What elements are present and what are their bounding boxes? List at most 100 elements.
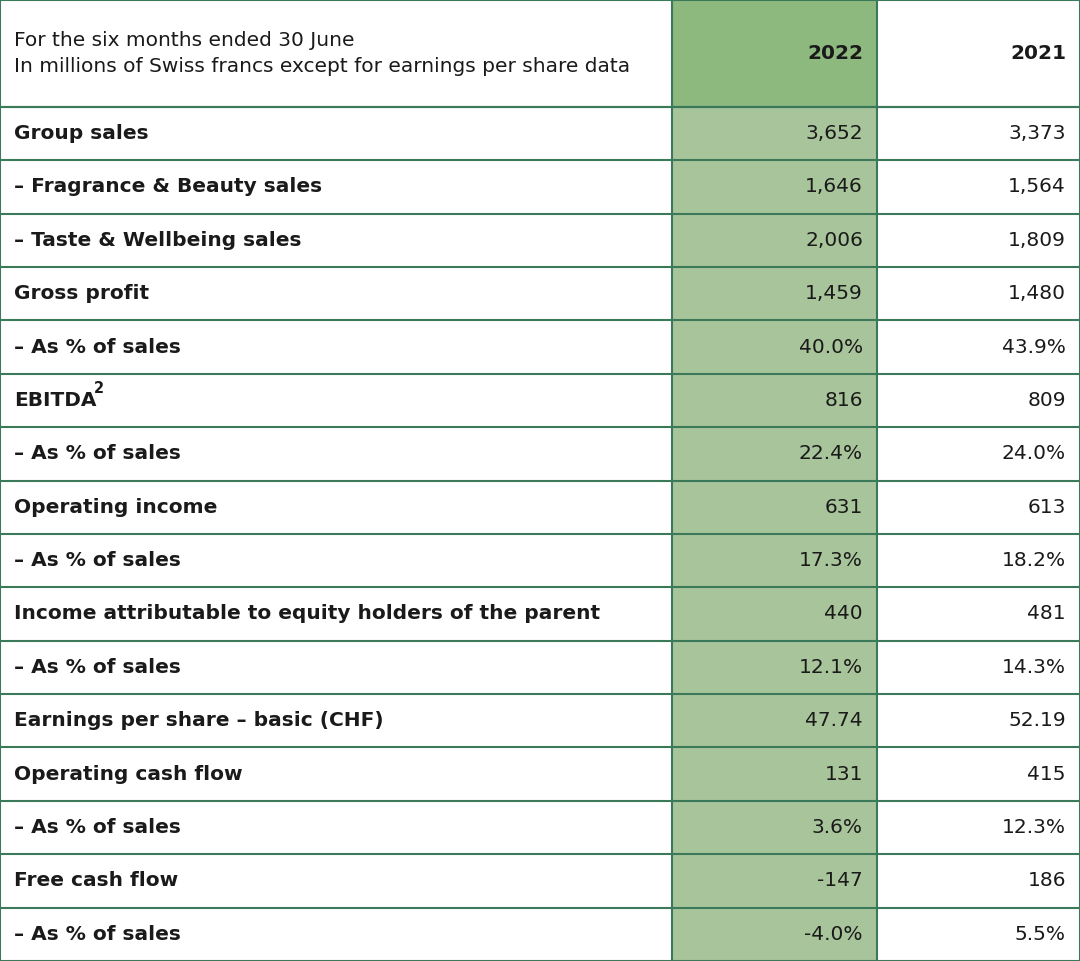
- Text: – As % of sales: – As % of sales: [14, 444, 181, 463]
- Bar: [672, 907, 877, 961]
- Bar: [672, 427, 877, 480]
- Text: 2: 2: [94, 382, 104, 396]
- Text: 12.1%: 12.1%: [799, 658, 863, 677]
- Bar: [672, 213, 877, 267]
- Bar: [877, 213, 1080, 267]
- Bar: [0, 694, 672, 748]
- Bar: [0, 641, 672, 694]
- Bar: [672, 320, 877, 374]
- Bar: [672, 107, 877, 160]
- Bar: [877, 374, 1080, 427]
- Bar: [672, 160, 877, 213]
- Text: 2022: 2022: [807, 44, 863, 62]
- Bar: [672, 534, 877, 587]
- Bar: [877, 694, 1080, 748]
- Text: 816: 816: [824, 391, 863, 410]
- Bar: [877, 160, 1080, 213]
- Text: – As % of sales: – As % of sales: [14, 658, 181, 677]
- Bar: [0, 160, 672, 213]
- Bar: [0, 480, 672, 534]
- Text: 131: 131: [824, 765, 863, 783]
- Bar: [877, 907, 1080, 961]
- Text: Operating income: Operating income: [14, 498, 217, 517]
- Bar: [0, 801, 672, 854]
- Text: 2021: 2021: [1010, 44, 1066, 62]
- Text: 1,809: 1,809: [1008, 231, 1066, 250]
- Bar: [0, 374, 672, 427]
- Text: 186: 186: [1027, 872, 1066, 891]
- Text: EBITDA: EBITDA: [14, 391, 96, 410]
- Text: 43.9%: 43.9%: [1002, 337, 1066, 357]
- Bar: [0, 854, 672, 907]
- Text: – Taste & Wellbeing sales: – Taste & Wellbeing sales: [14, 231, 301, 250]
- Text: -147: -147: [818, 872, 863, 891]
- Bar: [672, 267, 877, 320]
- Text: 613: 613: [1027, 498, 1066, 517]
- Text: Group sales: Group sales: [14, 124, 149, 143]
- Text: 5.5%: 5.5%: [1015, 924, 1066, 944]
- Bar: [0, 907, 672, 961]
- Text: 52.19: 52.19: [1009, 711, 1066, 730]
- Bar: [672, 587, 877, 641]
- Bar: [877, 427, 1080, 480]
- Text: 1,646: 1,646: [806, 178, 863, 196]
- Text: 2,006: 2,006: [805, 231, 863, 250]
- Bar: [672, 641, 877, 694]
- Bar: [672, 480, 877, 534]
- Text: Operating cash flow: Operating cash flow: [14, 765, 243, 783]
- Bar: [877, 587, 1080, 641]
- Bar: [877, 534, 1080, 587]
- Bar: [672, 0, 877, 107]
- Text: – As % of sales: – As % of sales: [14, 924, 181, 944]
- Bar: [672, 748, 877, 801]
- Bar: [0, 267, 672, 320]
- Bar: [0, 0, 672, 107]
- Bar: [0, 748, 672, 801]
- Bar: [0, 107, 672, 160]
- Bar: [0, 213, 672, 267]
- Text: 1,480: 1,480: [1008, 284, 1066, 303]
- Bar: [877, 854, 1080, 907]
- Text: 47.74: 47.74: [806, 711, 863, 730]
- Text: 24.0%: 24.0%: [1002, 444, 1066, 463]
- Text: – As % of sales: – As % of sales: [14, 337, 181, 357]
- Bar: [877, 107, 1080, 160]
- Text: 40.0%: 40.0%: [799, 337, 863, 357]
- Bar: [877, 267, 1080, 320]
- Text: 17.3%: 17.3%: [799, 551, 863, 570]
- Bar: [0, 427, 672, 480]
- Bar: [877, 748, 1080, 801]
- Bar: [672, 801, 877, 854]
- Text: For the six months ended 30 June: For the six months ended 30 June: [14, 31, 354, 50]
- Bar: [877, 0, 1080, 107]
- Text: 3.6%: 3.6%: [812, 818, 863, 837]
- Text: – As % of sales: – As % of sales: [14, 551, 181, 570]
- Bar: [672, 854, 877, 907]
- Text: 809: 809: [1027, 391, 1066, 410]
- Text: 1,564: 1,564: [1009, 178, 1066, 196]
- Bar: [672, 694, 877, 748]
- Text: 481: 481: [1027, 604, 1066, 624]
- Text: Income attributable to equity holders of the parent: Income attributable to equity holders of…: [14, 604, 600, 624]
- Text: 440: 440: [824, 604, 863, 624]
- Bar: [0, 320, 672, 374]
- Text: 18.2%: 18.2%: [1002, 551, 1066, 570]
- Bar: [877, 480, 1080, 534]
- Text: 3,652: 3,652: [806, 124, 863, 143]
- Text: Earnings per share – basic (CHF): Earnings per share – basic (CHF): [14, 711, 383, 730]
- Text: 14.3%: 14.3%: [1002, 658, 1066, 677]
- Text: 415: 415: [1027, 765, 1066, 783]
- Bar: [672, 374, 877, 427]
- Text: Free cash flow: Free cash flow: [14, 872, 178, 891]
- Text: 631: 631: [824, 498, 863, 517]
- Text: 1,459: 1,459: [806, 284, 863, 303]
- Bar: [877, 801, 1080, 854]
- Bar: [877, 641, 1080, 694]
- Text: In millions of Swiss francs except for earnings per share data: In millions of Swiss francs except for e…: [14, 57, 630, 76]
- Text: Gross profit: Gross profit: [14, 284, 149, 303]
- Text: 22.4%: 22.4%: [799, 444, 863, 463]
- Bar: [0, 534, 672, 587]
- Text: -4.0%: -4.0%: [805, 924, 863, 944]
- Text: – As % of sales: – As % of sales: [14, 818, 181, 837]
- Bar: [0, 587, 672, 641]
